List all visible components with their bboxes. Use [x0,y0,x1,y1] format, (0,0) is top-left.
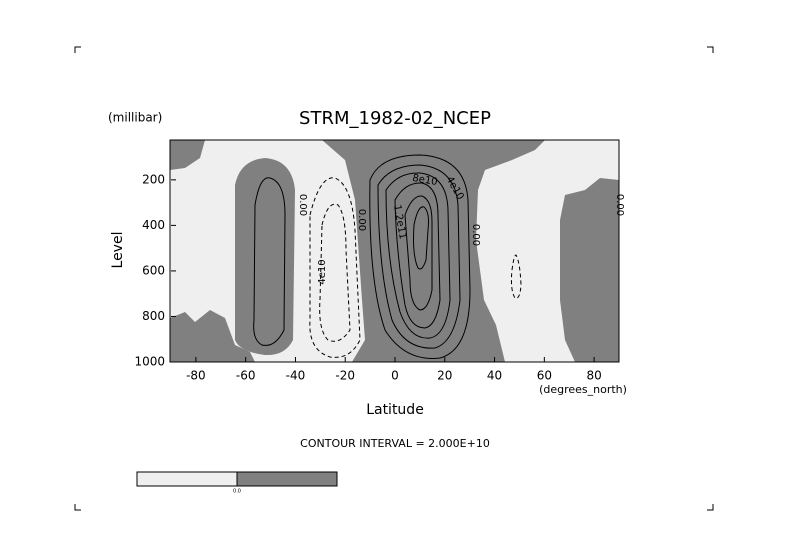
colorbar-label: 0.0 [233,489,241,495]
colorbar [136,471,338,487]
y-tick-label: 1000 [134,355,165,369]
contour-field [170,140,619,362]
x-tick-label: 20 [437,369,452,383]
chart-title: STRM_1982-02_NCEP [299,108,491,129]
contour-label: 0.00 [470,224,481,246]
contour-label: 0.00 [297,194,308,216]
y-tick-label: 800 [142,309,165,323]
x-tick-label: -40 [286,369,306,383]
y-tick-label: 600 [142,263,165,277]
y-axis-label: Level [110,232,126,269]
contour-label: 4e10 [317,259,328,284]
corner-marks [74,46,714,511]
contour-label: 0.00 [356,209,367,231]
contour-label: 0.00 [614,194,625,216]
x-tick-label: 80 [586,369,601,383]
x-tick-label: -20 [335,369,355,383]
y-tick-label: 400 [142,218,165,232]
x-tick-label: -80 [186,369,206,383]
contour-label: 8e10 [412,173,439,188]
x-axis-label: Latitude [366,402,424,418]
x-tick-label: 0 [391,369,399,383]
y-units: (millibar) [108,111,162,125]
x-tick-label: 60 [537,369,552,383]
x-units: (degrees_north) [539,383,627,396]
x-tick-label: 40 [487,369,502,383]
y-tick-label: 200 [142,172,165,186]
x-tick-label: -60 [236,369,256,383]
footnote: CONTOUR INTERVAL = 2.000E+10 [300,437,490,450]
